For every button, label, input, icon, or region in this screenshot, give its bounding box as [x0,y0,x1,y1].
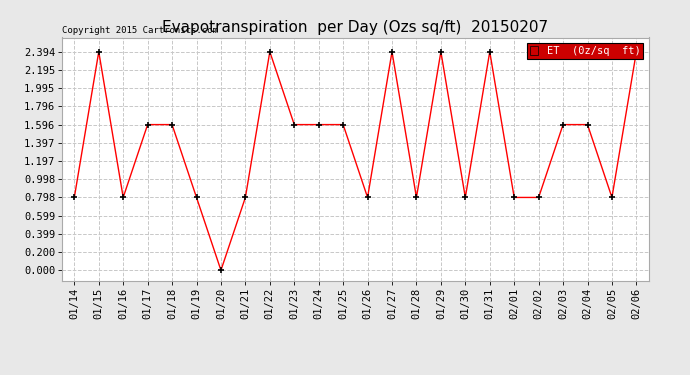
Title: Evapotranspiration  per Day (Ozs sq/ft)  20150207: Evapotranspiration per Day (Ozs sq/ft) 2… [162,20,549,35]
Legend: ET  (0z/sq  ft): ET (0z/sq ft) [526,43,643,59]
Text: Copyright 2015 Cartronics.com: Copyright 2015 Cartronics.com [62,26,218,35]
